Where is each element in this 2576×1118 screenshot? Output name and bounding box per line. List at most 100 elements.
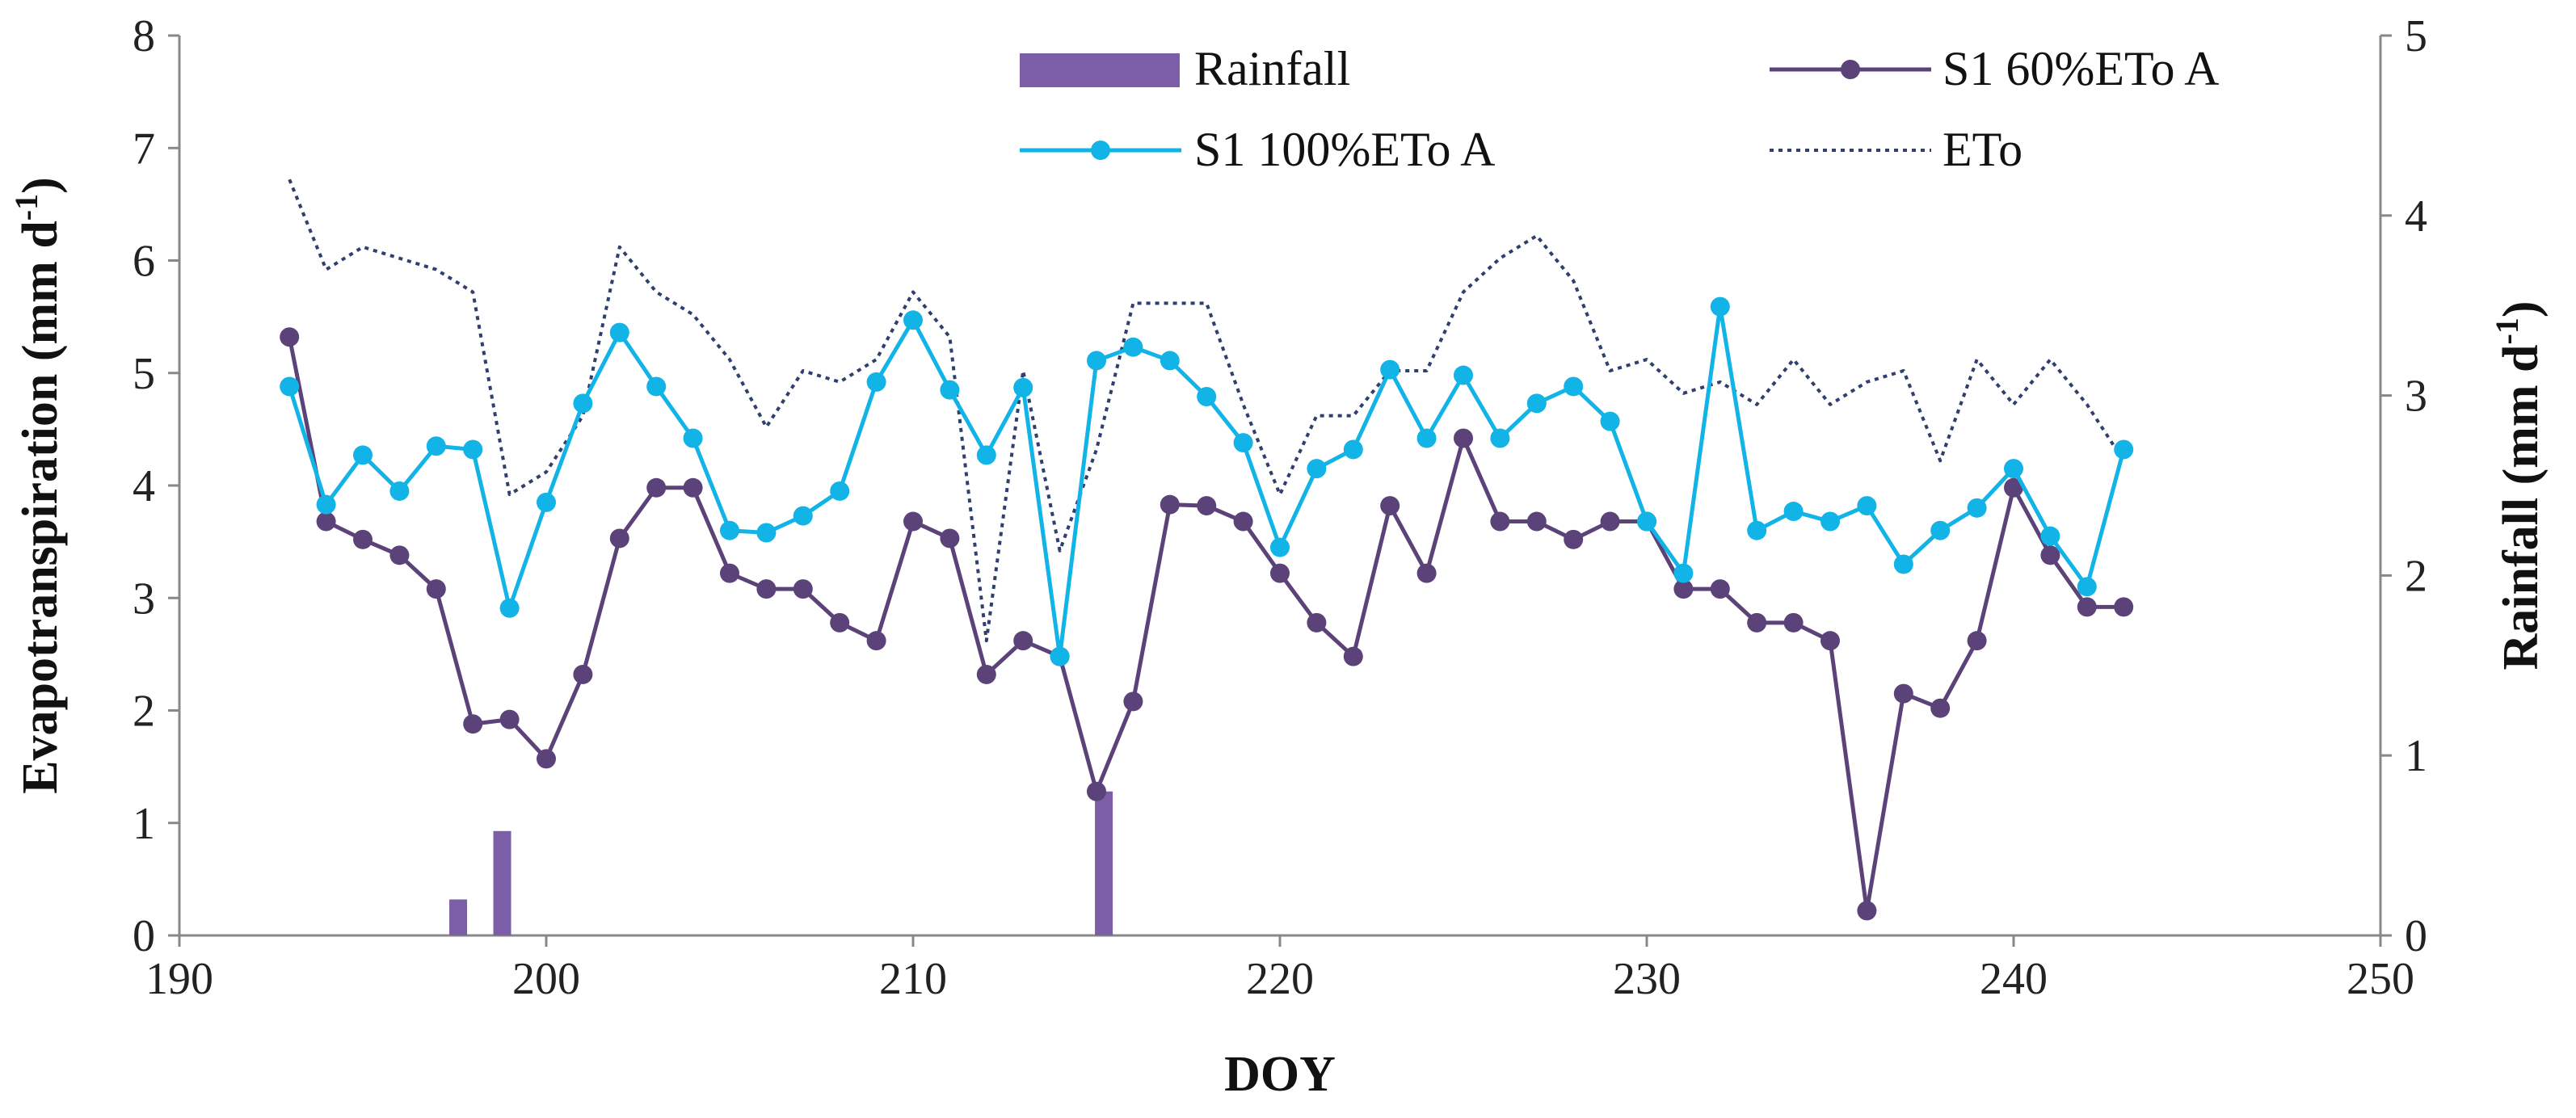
data-point-s1-100-eto-a [1416,428,1437,448]
data-point-s1-60-eto-a [1820,631,1840,651]
x-tick-label: 210 [879,954,947,1004]
data-point-s1-100-eto-a [1050,646,1070,666]
y2-axis-title-main: Rainfall (mm d [2494,344,2549,670]
legend-marker-s1-60 [1841,60,1860,79]
data-point-s1-60-eto-a [1600,511,1620,532]
data-point-s1-60-eto-a [499,709,520,729]
data-point-s1-100-eto-a [683,428,703,448]
data-point-s1-100-eto-a [389,481,410,501]
legend-label-eto: ETo [1943,123,2022,176]
data-point-s1-100-eto-a [940,380,960,400]
data-point-s1-100-eto-a [1710,296,1730,317]
data-point-s1-60-eto-a [609,528,629,548]
data-point-s1-100-eto-a [426,436,446,456]
data-point-s1-60-eto-a [1454,428,1473,448]
y2-axis-title: Rainfall (mm d-1) [2489,301,2549,670]
y2-axis-title-close: ) [2494,301,2549,318]
data-point-s1-60-eto-a [1087,781,1106,801]
x-tick-label: 190 [145,954,213,1004]
data-point-s1-60-eto-a [1564,529,1584,549]
data-point-s1-100-eto-a [2077,577,2097,597]
data-point-s1-60-eto-a [683,477,703,498]
legend-item-eto: ETo [1770,123,2022,176]
data-point-s1-100-eto-a [463,439,483,460]
data-point-s1-100-eto-a [1637,511,1656,532]
data-point-s1-60-eto-a [537,749,556,769]
data-point-s1-100-eto-a [1564,376,1584,397]
data-point-s1-60-eto-a [2040,545,2060,565]
data-point-s1-60-eto-a [1930,698,1951,718]
data-point-s1-60-eto-a [1380,496,1400,516]
data-point-s1-60-eto-a [353,529,373,549]
data-point-s1-60-eto-a [830,612,850,633]
data-point-s1-100-eto-a [903,310,923,330]
data-point-s1-100-eto-a [1893,554,1913,574]
rainfall-bar [1095,791,1113,935]
series-line-eto [288,179,2125,643]
data-point-s1-60-eto-a [976,664,996,684]
rainfall-bars [449,791,1113,935]
data-point-s1-100-eto-a [1857,496,1877,516]
data-point-s1-100-eto-a [1380,359,1400,380]
data-point-s1-60-eto-a [1857,901,1877,921]
data-point-s1-100-eto-a [280,376,300,397]
data-point-s1-100-eto-a [1343,439,1363,460]
data-point-s1-100-eto-a [1967,498,1987,518]
data-point-s1-100-eto-a [830,481,850,501]
data-point-s1-100-eto-a [2004,459,2023,479]
data-point-s1-100-eto-a [1526,393,1547,414]
data-point-s1-100-eto-a [1087,351,1106,371]
data-point-s1-100-eto-a [1307,459,1327,479]
data-point-s1-60-eto-a [1416,563,1437,583]
series-line-s1-100-eto-a [287,305,2126,659]
data-point-s1-100-eto-a [1013,377,1033,397]
data-point-s1-60-eto-a [793,579,813,599]
data-point-s1-100-eto-a [1930,520,1951,540]
y2-tick-label: 2 [2405,551,2427,601]
y-tick-label: 3 [133,574,155,624]
data-point-s1-100-eto-a [573,393,593,414]
data-point-s1-60-eto-a [1673,579,1694,599]
y2-tick-label: 0 [2405,911,2427,961]
y-tick-label: 8 [133,11,155,61]
data-point-s1-100-eto-a [1454,365,1473,385]
data-point-s1-60-eto-a [646,477,667,498]
data-point-s1-100-eto-a [1270,537,1290,557]
y-axis-title: Evapotranspiration (mm d-1) [8,177,68,794]
data-point-s1-100-eto-a [353,445,373,465]
data-point-s1-60-eto-a [280,327,300,347]
legend: Rainfall S1 60%ETo A S1 100%ETo A ETo [1020,42,2219,176]
data-point-s1-100-eto-a [537,492,556,512]
data-point-s1-100-eto-a [1673,563,1694,583]
y2-tick-label: 5 [2405,11,2427,61]
data-point-s1-60-eto-a [866,631,886,651]
data-point-s1-100-eto-a [1123,337,1143,357]
data-point-s1-100-eto-a [1820,511,1840,532]
data-point-s1-60-eto-a [1967,631,1987,651]
legend-label-s1-60: S1 60%ETo A [1943,42,2219,95]
data-point-s1-60-eto-a [940,528,960,548]
legend-label-s1-100: S1 100%ETo A [1194,123,1495,176]
data-point-s1-60-eto-a [463,714,483,734]
data-point-s1-60-eto-a [1160,494,1180,515]
data-point-s1-100-eto-a [1747,520,1767,540]
data-point-s1-100-eto-a [2114,439,2134,460]
data-point-s1-60-eto-a [2077,597,2097,617]
legend-marker-s1-100 [1091,141,1110,160]
y-axis-title-main: Evapotranspiration (mm d [13,221,68,794]
data-point-s1-100-eto-a [499,598,520,618]
data-point-s1-60-eto-a [1893,683,1913,704]
data-point-s1-100-eto-a [1233,433,1253,453]
data-point-s1-60-eto-a [720,563,739,583]
data-point-s1-60-eto-a [1270,563,1290,583]
y-tick-label: 2 [133,687,155,737]
y-axis-title-sup: -1 [8,194,44,221]
data-point-s1-60-eto-a [316,511,336,532]
legend-label-rainfall: Rainfall [1194,42,1350,95]
data-point-s1-60-eto-a [1197,496,1217,516]
data-point-s1-100-eto-a [1600,411,1620,431]
data-point-s1-60-eto-a [1123,691,1143,712]
y2-tick-label: 1 [2405,731,2427,781]
x-tick-label: 250 [2347,954,2414,1004]
